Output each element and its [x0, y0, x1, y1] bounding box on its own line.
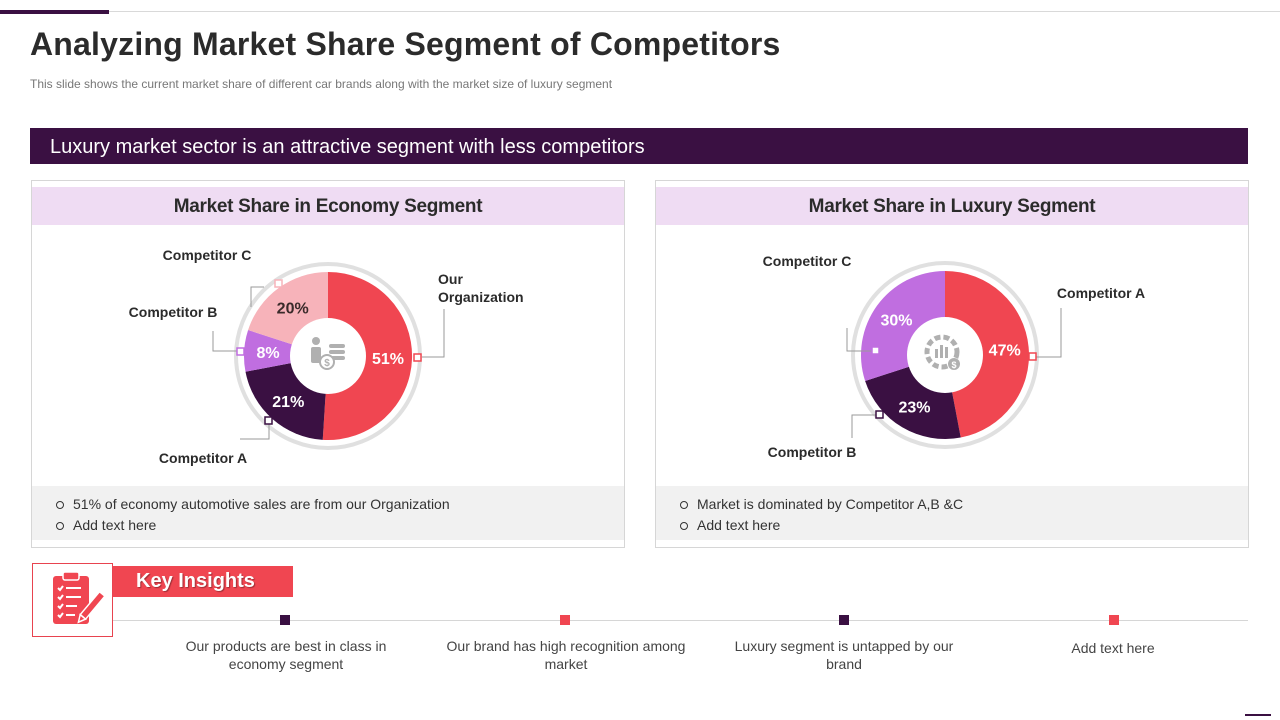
label-competitor-b: Competitor B: [129, 304, 218, 320]
economy-panel: Market Share in Economy Segment $ Compet…: [31, 180, 625, 548]
person-money-icon: $: [311, 337, 345, 370]
label-competitor-a: Competitor A: [1057, 285, 1145, 301]
slide-title: Analyzing Market Share Segment of Compet…: [30, 26, 781, 62]
value-label-competitor-b: 23%: [898, 400, 930, 417]
key-insights-label: Key Insights: [113, 566, 293, 597]
note-item: Market is dominated by Competitor A,B &C: [680, 494, 1248, 515]
slide-subtitle: This slide shows the current market shar…: [30, 77, 613, 91]
leader-competitor-c: [250, 286, 264, 307]
note-item: 51% of economy automotive sales are from…: [56, 494, 624, 515]
label-our-organization-line2: Organization: [438, 289, 524, 305]
luxury-panel-header: Market Share in Luxury Segment: [656, 187, 1248, 225]
value-label-competitor-c: 20%: [277, 301, 309, 318]
insights-timeline: [113, 620, 1248, 621]
label-competitor-a: Competitor A: [159, 450, 247, 466]
corner-mark: [1245, 714, 1271, 716]
top-rule: [0, 11, 1280, 12]
leader-competitor-a: [240, 421, 270, 440]
leader-competitor-b: [851, 414, 878, 438]
clipboard-checklist-icon: [32, 563, 113, 637]
outer-ring: [851, 261, 1039, 449]
value-label-competitor-c: 30%: [880, 313, 912, 330]
banner: Luxury market sector is an attractive se…: [30, 128, 1248, 164]
marker-competitor-c: [871, 346, 880, 355]
label-our-organization-line1: Our: [438, 271, 463, 287]
marker-competitor-b: [236, 347, 245, 356]
marker-competitor-a: [1028, 352, 1037, 361]
luxury-panel: Market Share in Luxury Segment $ Competi…: [655, 180, 1249, 548]
slice-competitor-b: [244, 330, 328, 372]
insight-marker-2: [560, 615, 570, 625]
value-label-our-organization: 51%: [372, 351, 404, 368]
note-item: Add text here: [56, 515, 624, 536]
leader-our-organization: [422, 309, 445, 358]
value-label-competitor-b: 8%: [257, 345, 280, 362]
note-item: Add text here: [680, 515, 1248, 536]
label-competitor-c: Competitor C: [763, 253, 852, 269]
svg-text:$: $: [951, 360, 956, 370]
insight-marker-1: [280, 615, 290, 625]
leader-competitor-c: [846, 328, 872, 352]
marker-competitor-a: [264, 416, 273, 425]
leader-competitor-b: [212, 331, 241, 352]
marker-our-organization: [413, 353, 422, 362]
svg-text:$: $: [324, 358, 330, 369]
insight-marker-3: [839, 615, 849, 625]
insight-text-1: Our products are best in class in econom…: [185, 638, 387, 672]
insight-text-2: Our brand has high recognition among mar…: [446, 638, 686, 672]
label-competitor-c: Competitor C: [163, 247, 252, 263]
economy-notes: 51% of economy automotive sales are from…: [32, 486, 624, 540]
marker-competitor-c: [274, 279, 283, 288]
value-label-competitor-a: 47%: [989, 342, 1021, 359]
luxury-notes: Market is dominated by Competitor A,B &C…: [656, 486, 1248, 540]
value-label-competitor-a: 21%: [272, 394, 304, 411]
chart-gear-money-icon: $: [924, 334, 960, 370]
insight-text-3: Luxury segment is untapped by our brand: [734, 638, 954, 672]
slice-our-organization: [322, 271, 413, 440]
insight-text-4: Add text here: [1071, 640, 1155, 656]
leader-competitor-a: [1036, 308, 1062, 358]
luxury-donut-chart: $ Competitor C Competitor A Competitor B…: [763, 253, 1145, 460]
top-accent-bar: [0, 10, 109, 14]
label-competitor-b: Competitor B: [768, 444, 857, 460]
economy-donut-chart: $ Competitor C Competitor B Our Organiza…: [129, 247, 524, 466]
marker-competitor-b: [875, 410, 884, 419]
slice-competitor-a: [945, 271, 1029, 438]
economy-panel-header: Market Share in Economy Segment: [32, 187, 624, 225]
insight-marker-4: [1109, 615, 1119, 625]
